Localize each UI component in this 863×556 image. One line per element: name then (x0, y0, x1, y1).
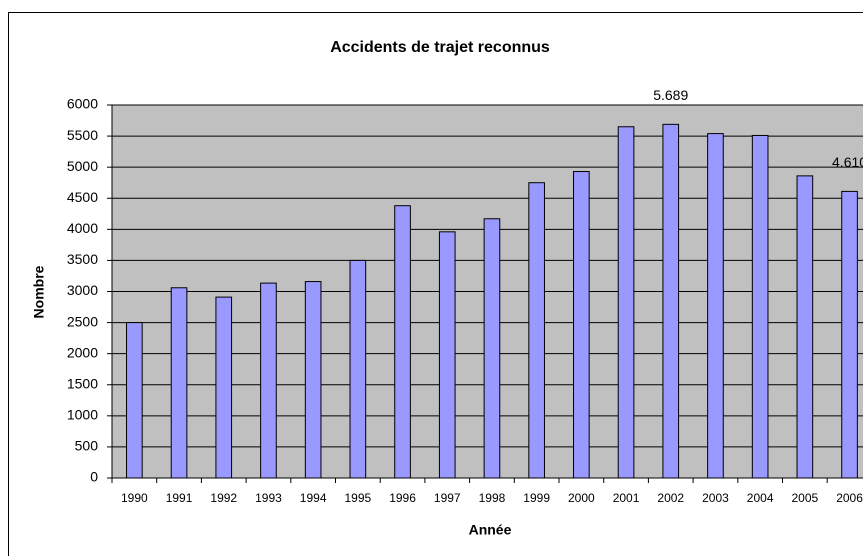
x-tick-label: 2006 (836, 491, 863, 505)
y-tick-label: 1500 (67, 375, 98, 391)
bar (841, 190, 858, 479)
bar (796, 175, 814, 479)
bar (438, 231, 456, 479)
bar (394, 205, 411, 479)
x-tick-label: 2004 (747, 491, 774, 505)
x-tick-label: 1990 (121, 491, 148, 505)
x-axis-label: Année (469, 522, 512, 538)
x-tick-label: 1993 (255, 491, 282, 505)
bar (617, 126, 635, 479)
y-tick-label: 2500 (67, 313, 98, 329)
y-tick-label: 2000 (67, 344, 98, 360)
bar (573, 171, 590, 479)
x-tick-label: 1999 (523, 491, 550, 505)
x-tick-label: 1998 (479, 491, 506, 505)
x-tick-label: 2003 (702, 491, 729, 505)
x-tick-label: 1994 (300, 491, 327, 505)
bar (528, 182, 545, 479)
bar (215, 296, 233, 479)
bar (349, 259, 367, 479)
y-tick-label: 1000 (67, 407, 98, 423)
x-tick-label: 1995 (344, 491, 371, 505)
y-tick-label: 4500 (67, 189, 98, 205)
y-tick-label: 5000 (67, 158, 98, 174)
bar (260, 282, 277, 479)
y-tick-label: 4000 (67, 220, 98, 236)
bar (751, 134, 769, 479)
y-tick-label: 3500 (67, 251, 98, 267)
x-tick-label: 1992 (210, 491, 237, 505)
bar (304, 281, 322, 479)
bar (126, 322, 143, 479)
bar (483, 218, 501, 479)
x-tick-label: 1997 (434, 491, 461, 505)
x-tick-label: 1996 (389, 491, 416, 505)
data-label: 4.610 (832, 154, 863, 170)
bar (170, 287, 188, 479)
x-tick-label: 1991 (166, 491, 193, 505)
y-tick-label: 500 (75, 438, 99, 454)
x-tick-label: 2000 (568, 491, 595, 505)
y-axis-label: Nombre (31, 265, 47, 318)
x-tick-label: 2002 (657, 491, 684, 505)
bar (662, 123, 680, 479)
x-tick-label: 2005 (791, 491, 818, 505)
x-tick-label: 2001 (613, 491, 640, 505)
y-tick-label: 0 (90, 469, 98, 485)
y-tick-label: 6000 (67, 96, 98, 112)
bar (707, 133, 724, 479)
chart-title: Accidents de trajet reconnus (330, 39, 550, 56)
y-tick-label: 3000 (67, 282, 98, 298)
data-label: 5.689 (653, 87, 688, 103)
y-tick-label: 5500 (67, 127, 98, 143)
